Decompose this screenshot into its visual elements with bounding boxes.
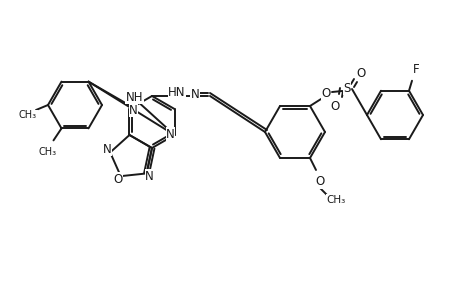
- Text: O: O: [113, 172, 122, 186]
- Text: CH₃: CH₃: [19, 110, 37, 120]
- Text: S: S: [342, 82, 350, 94]
- Text: O: O: [356, 67, 365, 80]
- Text: N: N: [102, 143, 111, 156]
- Text: N: N: [129, 103, 138, 116]
- Text: CH₃: CH₃: [326, 195, 345, 205]
- Text: N: N: [190, 88, 199, 100]
- Text: H: H: [129, 93, 137, 103]
- Text: N: N: [145, 170, 154, 183]
- Text: CH₃: CH₃: [39, 147, 56, 158]
- Text: O: O: [330, 100, 339, 112]
- Text: NH: NH: [125, 91, 143, 104]
- Text: O: O: [315, 176, 324, 188]
- Text: HN: HN: [168, 85, 185, 98]
- Text: N: N: [166, 128, 174, 140]
- Text: O: O: [321, 86, 330, 100]
- Text: F: F: [412, 63, 419, 76]
